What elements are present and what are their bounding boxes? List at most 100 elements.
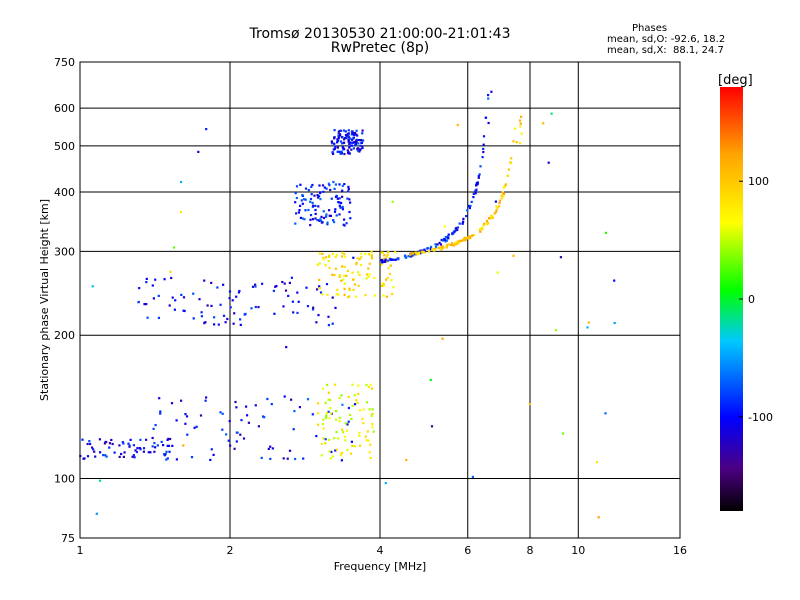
echo-point — [341, 428, 344, 431]
echo-point — [331, 322, 334, 325]
echo-point — [373, 276, 376, 280]
echo-point — [361, 129, 364, 132]
echo-point — [486, 221, 489, 224]
echo-point — [347, 185, 350, 188]
echo-point — [324, 401, 327, 404]
echo-point — [337, 132, 340, 135]
echo-point — [336, 437, 340, 440]
echo-point — [345, 274, 348, 277]
echo-point — [120, 452, 123, 456]
echo-point — [306, 305, 309, 308]
echo-point — [381, 258, 384, 262]
echo-point — [309, 197, 313, 201]
echo-point — [316, 219, 319, 222]
echo-point — [295, 196, 298, 200]
echo-point — [362, 139, 365, 142]
echo-point — [282, 305, 285, 308]
echo-point — [386, 276, 389, 279]
echo-point — [302, 198, 306, 201]
echo-point — [359, 144, 362, 147]
echo-point — [158, 397, 161, 400]
echo-point — [138, 446, 141, 450]
echo-point — [388, 272, 391, 276]
echo-point — [367, 267, 370, 270]
echo-point — [171, 444, 174, 447]
echo-point — [232, 322, 235, 325]
echo-point — [317, 314, 320, 317]
echo-point — [311, 183, 314, 187]
echo-point — [331, 455, 334, 458]
echo-point — [318, 219, 321, 222]
echo-point — [456, 123, 459, 127]
echo-point — [348, 146, 351, 149]
echo-point — [338, 274, 341, 277]
echo-point — [269, 457, 272, 460]
echo-point — [367, 275, 370, 278]
echo-point — [485, 219, 488, 223]
echo-point — [325, 412, 328, 415]
echo-point — [434, 243, 437, 246]
echo-point — [463, 238, 466, 241]
echo-point — [197, 150, 200, 153]
echo-point — [468, 204, 471, 208]
echo-point — [343, 265, 346, 268]
echo-point — [292, 428, 295, 431]
echo-point — [203, 322, 206, 325]
echo-point — [365, 273, 368, 276]
echo-point — [477, 176, 480, 179]
echo-point — [472, 196, 475, 199]
echo-point — [299, 183, 302, 186]
echo-point — [270, 403, 273, 406]
echo-point — [436, 243, 439, 246]
echo-point — [88, 440, 91, 443]
x-tick-label: 10 — [571, 544, 585, 557]
echo-point — [337, 130, 340, 133]
echo-point — [154, 424, 157, 427]
colorbar — [720, 87, 743, 511]
echo-point — [338, 396, 341, 400]
echo-point — [445, 239, 448, 242]
echo-point — [303, 218, 306, 221]
echo-point — [351, 383, 354, 386]
echo-point — [348, 210, 351, 214]
echo-point — [99, 451, 102, 454]
echo-point — [367, 253, 370, 256]
echo-point — [163, 453, 166, 456]
echo-point — [314, 208, 317, 212]
echo-point — [326, 223, 329, 226]
echo-point — [328, 254, 331, 257]
echo-point — [323, 186, 326, 189]
echo-point — [478, 228, 481, 231]
echo-point — [317, 423, 320, 426]
echo-point — [364, 294, 367, 297]
echo-point — [355, 129, 358, 132]
x-tick-label: 16 — [673, 544, 687, 557]
echo-point — [325, 416, 328, 419]
echo-point — [286, 457, 289, 460]
echo-point — [297, 300, 300, 303]
echo-point — [329, 407, 332, 410]
echo-point — [477, 175, 480, 178]
echo-point — [431, 248, 434, 251]
echo-point — [173, 308, 176, 311]
echo-point — [153, 442, 156, 445]
echo-point — [347, 129, 350, 132]
echo-point — [393, 258, 396, 261]
y-tick-label: 750 — [54, 56, 75, 69]
echo-point — [370, 255, 373, 258]
echo-point — [322, 437, 325, 440]
echo-point — [121, 441, 124, 444]
echo-point — [371, 423, 374, 426]
echo-point — [307, 208, 310, 212]
echo-point — [464, 236, 467, 239]
echo-point — [342, 129, 345, 132]
echo-point — [391, 200, 394, 203]
echo-point — [348, 287, 351, 290]
echo-point — [481, 227, 484, 230]
echo-point — [327, 391, 330, 394]
echo-point — [358, 431, 361, 435]
echo-point — [228, 420, 231, 423]
echo-point — [127, 442, 130, 445]
echo-point — [369, 443, 372, 446]
echo-point — [422, 251, 425, 254]
